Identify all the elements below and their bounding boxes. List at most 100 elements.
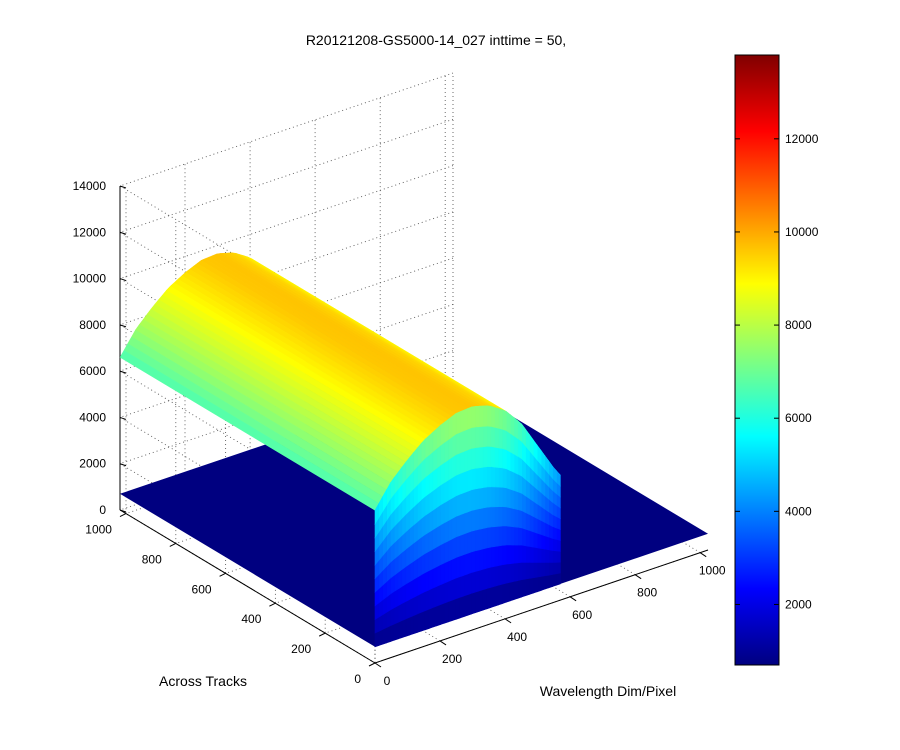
- surface-front-wall: [505, 430, 511, 453]
- surface-front-wall: [420, 495, 426, 520]
- colorbar-gradient: [734, 54, 780, 666]
- surface-front-wall: [498, 583, 503, 606]
- y-axis-label: Across Tracks: [159, 673, 247, 689]
- z-tick-label: 4000: [79, 410, 106, 424]
- surface-front-wall: [448, 579, 453, 603]
- z-tick-label: 12000: [73, 225, 107, 239]
- surface-front-wall: [548, 574, 553, 589]
- surface-front-wall: [420, 533, 426, 557]
- surface-front-wall: [482, 486, 488, 509]
- surface-front-wall: [397, 602, 403, 623]
- surface-plot: [119, 252, 708, 648]
- surface-front-wall: [552, 550, 557, 563]
- z-tick-label: 10000: [73, 272, 107, 286]
- x-tick-label: 1000: [699, 564, 726, 578]
- surface-front-wall: [444, 540, 449, 564]
- surface-front-wall: [482, 446, 488, 468]
- y-tick-mark: [219, 572, 226, 577]
- colorbar-ticks: 2000 4000 6000 8000 10000 12000: [735, 132, 819, 611]
- surface-front-wall: [459, 595, 465, 619]
- surface-front-wall: [475, 446, 480, 469]
- surface-front-wall: [482, 567, 488, 591]
- surface-front-wall: [455, 431, 461, 456]
- surface-front-wall: [502, 467, 507, 489]
- surface-front-wall: [521, 562, 526, 581]
- surface-front-wall: [436, 524, 441, 548]
- surface-front-wall: [536, 576, 542, 593]
- surface-front-wall: [525, 578, 530, 597]
- surface-front-wall: [556, 539, 561, 552]
- surface-front-wall: [440, 421, 445, 446]
- surface-front-wall: [540, 575, 546, 591]
- y-tick-label: 600: [192, 582, 212, 596]
- surface-front-wall: [448, 558, 453, 582]
- surface-front-wall: [467, 551, 472, 575]
- surface-front-wall: [525, 528, 530, 547]
- surface-front-wall: [459, 451, 465, 475]
- surface-front-wall: [382, 611, 387, 630]
- surface-front-wall: [544, 548, 550, 563]
- surface-front-wall: [409, 597, 414, 618]
- surface-front-wall: [490, 466, 496, 488]
- surface-front-wall: [420, 572, 426, 594]
- surface-front-wall: [475, 570, 480, 593]
- colorbar-tick-label: 8000: [785, 318, 812, 332]
- surface-front-wall: [490, 486, 496, 508]
- surface-front-wall: [513, 508, 519, 528]
- surface-front-wall: [413, 521, 418, 544]
- surface-front-wall: [413, 595, 418, 617]
- x-tick-mark: [634, 574, 642, 580]
- surface-front-wall: [486, 566, 492, 589]
- surface-front-wall: [536, 547, 542, 563]
- surface-front-wall: [467, 510, 472, 534]
- surface-front-wall: [459, 492, 465, 516]
- surface-front-wall: [448, 517, 453, 542]
- surface-front-wall: [432, 546, 438, 570]
- surface-front-wall: [552, 526, 557, 540]
- surface-front-wall: [478, 446, 484, 469]
- surface-front-wall: [459, 409, 465, 433]
- surface-front-wall: [455, 411, 461, 435]
- surface-front-wall: [444, 479, 449, 504]
- surface-front-wall: [463, 573, 469, 597]
- surface-front-wall: [532, 576, 538, 594]
- surface-front-wall: [432, 467, 438, 492]
- surface-front-wall: [502, 563, 507, 585]
- surface-front-wall: [529, 546, 534, 563]
- surface-front-wall: [548, 549, 553, 563]
- surface-front-wall: [393, 605, 399, 625]
- surface-front-wall: [482, 506, 488, 529]
- surface-front-wall: [390, 607, 395, 627]
- surface-front-wall: [505, 487, 511, 509]
- z-tick-mark: [119, 463, 127, 467]
- surface-front-wall: [478, 568, 484, 592]
- surface-front-wall: [498, 486, 503, 508]
- surface-front-wall: [420, 610, 426, 632]
- surface-front-wall: [463, 511, 469, 535]
- surface-front-wall: [529, 577, 534, 595]
- surface-front-wall: [467, 468, 472, 492]
- surface-front-wall: [467, 530, 472, 554]
- surface-front-wall: [440, 562, 445, 586]
- x-tick-label: 0: [384, 674, 391, 688]
- surface-front-wall: [490, 526, 496, 548]
- x-tick-label: 400: [507, 630, 527, 644]
- colorbar-tick-label: 6000: [785, 411, 812, 425]
- surface-front-wall: [440, 461, 445, 486]
- surface-front-wall: [505, 563, 511, 584]
- surface-front-wall: [509, 488, 515, 510]
- surface-front-wall: [498, 427, 503, 449]
- surface-front-wall: [552, 562, 557, 575]
- surface-front-wall: [455, 535, 461, 558]
- x-tick-mark: [569, 596, 577, 602]
- surface-front-wall: [505, 525, 511, 546]
- surface-front-wall: [432, 585, 438, 609]
- surface-front-wall: [494, 506, 499, 528]
- surface-front-wall: [390, 623, 395, 643]
- surface-front-wall: [517, 420, 523, 442]
- surface-front-wall: [424, 531, 430, 555]
- surface-front-wall: [467, 572, 472, 596]
- surface-front-wall: [482, 466, 488, 488]
- surface-front-wall: [486, 425, 492, 447]
- surface-front-wall: [424, 435, 430, 459]
